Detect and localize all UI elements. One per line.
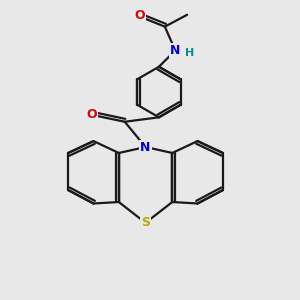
- Text: N: N: [140, 140, 151, 154]
- Text: O: O: [134, 9, 145, 22]
- Text: N: N: [170, 44, 181, 57]
- Text: H: H: [185, 48, 194, 59]
- Text: O: O: [87, 108, 98, 121]
- Text: S: S: [141, 216, 150, 229]
